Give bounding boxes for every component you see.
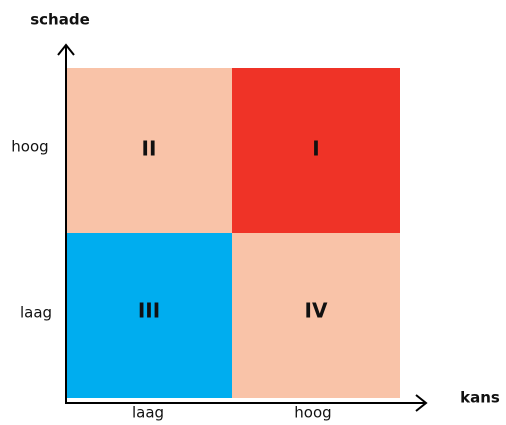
y-axis-label: schade (30, 11, 90, 29)
quadrant-ii (66, 68, 232, 233)
x-tick-label: laag (132, 404, 164, 422)
quadrant-iii (66, 233, 232, 398)
x-axis-label: kans (460, 389, 500, 407)
quadrant-label: I (312, 137, 319, 161)
quadrant-label: IV (305, 299, 328, 323)
axes (57, 43, 428, 412)
x-arrow (415, 394, 428, 412)
x-tick-label: hoog (294, 404, 331, 422)
y-arrow (57, 43, 75, 56)
quadrant-label: III (138, 299, 160, 323)
y-tick-label: hoog (11, 138, 48, 156)
quadrant-iv (232, 233, 400, 398)
quadrant-i (232, 68, 400, 233)
quadrant-label: II (142, 137, 157, 161)
y-tick-label: laag (20, 304, 52, 322)
